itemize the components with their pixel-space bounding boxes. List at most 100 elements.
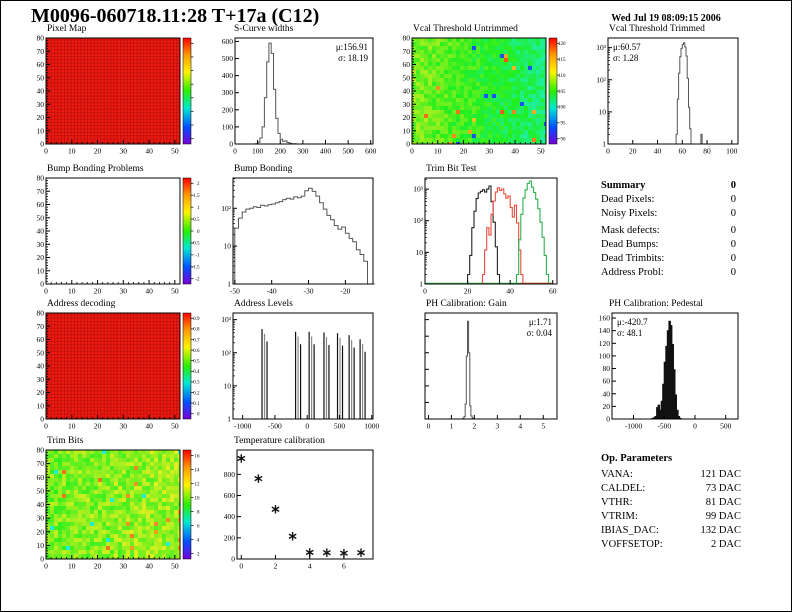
- svg-text:50: 50: [171, 562, 179, 571]
- svg-text:3: 3: [495, 422, 499, 431]
- svg-text:10: 10: [37, 541, 45, 550]
- svg-text:20: 20: [94, 422, 102, 431]
- svg-text:120: 120: [558, 42, 566, 47]
- bump-bonding-problems-plot: 0 10 20 30 40 50 0 10 20 30 40 50 60 70 80 2 1.5 1 0.5 0 -0.…: [37, 174, 201, 296]
- svg-text:10: 10: [195, 496, 201, 501]
- svg-text:0: 0: [239, 562, 243, 571]
- svg-text:80: 80: [37, 309, 45, 318]
- vcal-threshold-untrimmed-plot: 0 10 20 30 40 50 0 10 20 30 40 50 60 70 80 120 115 110 105…: [403, 34, 567, 156]
- svg-text:0: 0: [44, 422, 48, 431]
- svg-text:40: 40: [145, 422, 153, 431]
- svg-text:200: 200: [224, 533, 236, 542]
- op-parameter-row: VTRIM: 99 DAC: [601, 511, 741, 522]
- svg-text:0.2: 0.2: [193, 391, 200, 396]
- svg-text:0.8: 0.8: [193, 328, 200, 333]
- svg-text:30: 30: [37, 100, 45, 109]
- svg-text:1: 1: [197, 206, 200, 211]
- svg-text:80: 80: [603, 364, 611, 373]
- svg-text:60: 60: [679, 147, 687, 156]
- ph-calibration-gain-plot: μ:1.71σ: 0.04 0 1 2 3 4 5: [424, 312, 558, 431]
- svg-text:4: 4: [308, 562, 312, 571]
- svg-text:30: 30: [120, 287, 128, 296]
- svg-text:10³: 10³: [596, 43, 607, 52]
- svg-text:10³: 10³: [221, 315, 232, 324]
- svg-text:1: 1: [419, 280, 423, 289]
- panel-vcal-threshold-trimmed: Vcal Threshold Trimmed μ:60.57 σ: 1.28 0 20…: [590, 23, 742, 156]
- svg-text:80: 80: [703, 147, 711, 156]
- svg-text:16: 16: [195, 454, 201, 459]
- svg-text:0: 0: [197, 413, 200, 418]
- svg-text:-20: -20: [340, 287, 350, 296]
- svg-text:60: 60: [603, 377, 611, 386]
- svg-text:20: 20: [94, 562, 102, 571]
- svg-text:2: 2: [197, 552, 200, 557]
- svg-text:600: 600: [224, 491, 236, 500]
- svg-text:40: 40: [145, 562, 153, 571]
- svg-text:800: 800: [224, 470, 236, 479]
- svg-text:10: 10: [434, 147, 442, 156]
- svg-text:6: 6: [342, 562, 346, 571]
- svg-text:-500: -500: [268, 422, 282, 431]
- svg-text:50: 50: [171, 147, 179, 156]
- svg-text:200: 200: [222, 105, 234, 114]
- summary-row: Mask defects: 0: [601, 225, 736, 236]
- svg-text:100: 100: [558, 106, 566, 111]
- svg-text:140: 140: [599, 326, 611, 335]
- panel-temperature-calibration: Temperature calibration 0 2 4 6 0 200 400 600 80…: [215, 435, 377, 571]
- svg-text:70: 70: [403, 47, 411, 56]
- svg-text:10: 10: [416, 248, 424, 257]
- svg-text:40: 40: [37, 87, 45, 96]
- svg-text:10: 10: [68, 562, 76, 571]
- svg-text:8: 8: [197, 510, 200, 515]
- svg-text:80: 80: [37, 174, 45, 183]
- plot-title: Address decoding: [47, 299, 116, 309]
- pixel-map-plot: 0 10 20 30 40 50 0 10 20 30 40 50 60 70 80: [37, 34, 194, 156]
- svg-text:-1000: -1000: [234, 422, 252, 431]
- svg-text:80: 80: [37, 34, 45, 43]
- svg-text:60: 60: [37, 200, 45, 209]
- svg-text:20: 20: [37, 253, 45, 262]
- svg-text:20: 20: [629, 147, 637, 156]
- svg-text:400: 400: [320, 147, 332, 156]
- svg-text:0.3: 0.3: [193, 381, 200, 386]
- panel-bump-bonding-problems: Bump Bonding Problems 0 10 20 30 40 50 0 10 20 30…: [28, 163, 201, 296]
- svg-text:2: 2: [472, 422, 476, 431]
- svg-text:-1000: -1000: [625, 422, 643, 431]
- svg-text:105: 105: [558, 90, 566, 95]
- svg-text:200: 200: [275, 147, 287, 156]
- svg-text:10: 10: [224, 242, 232, 251]
- svg-text:0.5: 0.5: [193, 218, 200, 223]
- svg-text:10: 10: [68, 147, 76, 156]
- svg-text:4: 4: [197, 538, 200, 543]
- ph-calibration-pedestal-plot: μ:-420.7σ: 48.1 -1000 -500 0 500 0 20 40 60 80 100…: [599, 312, 739, 431]
- svg-text:50: 50: [171, 422, 179, 431]
- svg-text:1000: 1000: [364, 422, 379, 431]
- plot-title: PH Calibration: Pedestal: [609, 299, 703, 309]
- op-parameter-row: VOFFSETOP: 2 DAC: [601, 539, 741, 550]
- svg-text:10: 10: [37, 266, 45, 275]
- svg-text:-2: -2: [195, 278, 200, 283]
- temperature-calibration-plot: 0 2 4 6 0 200 400 600 800: [224, 449, 374, 571]
- svg-text:80: 80: [403, 34, 411, 43]
- svg-text:30: 30: [120, 147, 128, 156]
- plot-title: S-Curve widths: [234, 24, 294, 34]
- svg-text:115: 115: [558, 58, 566, 63]
- page-title: M0096-060718.11:28 T+17a (C12): [31, 5, 320, 27]
- trim-bits-plot: 0 10 20 30 40 50 0 10 20 30 40 50 60 70 80 16 14 12 10 8 6 4 2: [37, 446, 201, 571]
- svg-text:1.5: 1.5: [193, 194, 200, 199]
- svg-text:30: 30: [486, 147, 494, 156]
- panel-ph-calibration-pedestal: PH Calibration: Pedestal μ:-420.7 σ: 48.1…: [590, 298, 742, 431]
- svg-text:10: 10: [224, 381, 232, 390]
- svg-text:0.9: 0.9: [193, 317, 200, 322]
- svg-text:500: 500: [334, 422, 346, 431]
- svg-text:σ: 48.1: σ: 48.1: [617, 328, 642, 338]
- svg-text:4: 4: [518, 422, 522, 431]
- svg-text:10²: 10²: [413, 216, 424, 225]
- plot-title: Temperature calibration: [234, 436, 325, 446]
- svg-text:-500: -500: [657, 422, 671, 431]
- svg-text:70: 70: [37, 47, 45, 56]
- svg-text:500: 500: [222, 54, 234, 63]
- svg-text:σ: 1.28: σ: 1.28: [613, 53, 639, 63]
- summary-row: Dead Trimbits: 0: [601, 253, 736, 264]
